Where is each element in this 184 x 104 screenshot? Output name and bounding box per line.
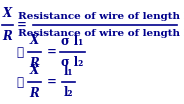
- Text: Resistance of wire of length l₁: Resistance of wire of length l₁: [18, 12, 184, 21]
- Text: =: =: [17, 19, 27, 32]
- Text: =: =: [47, 76, 57, 89]
- Text: σ l₂: σ l₂: [61, 56, 83, 69]
- Text: l₁: l₁: [63, 65, 73, 78]
- Text: R: R: [29, 87, 39, 100]
- Text: X: X: [2, 7, 12, 20]
- Text: X: X: [29, 64, 39, 77]
- Text: ∴: ∴: [17, 76, 24, 89]
- Text: σ l₁: σ l₁: [61, 35, 83, 48]
- Text: Resistance of wire of length l₂: Resistance of wire of length l₂: [18, 29, 184, 38]
- Text: X: X: [29, 34, 39, 47]
- Text: l₂: l₂: [63, 86, 73, 99]
- Text: R: R: [2, 30, 12, 43]
- Text: R: R: [29, 57, 39, 70]
- Text: =: =: [47, 46, 57, 58]
- Text: ∴: ∴: [17, 46, 24, 58]
